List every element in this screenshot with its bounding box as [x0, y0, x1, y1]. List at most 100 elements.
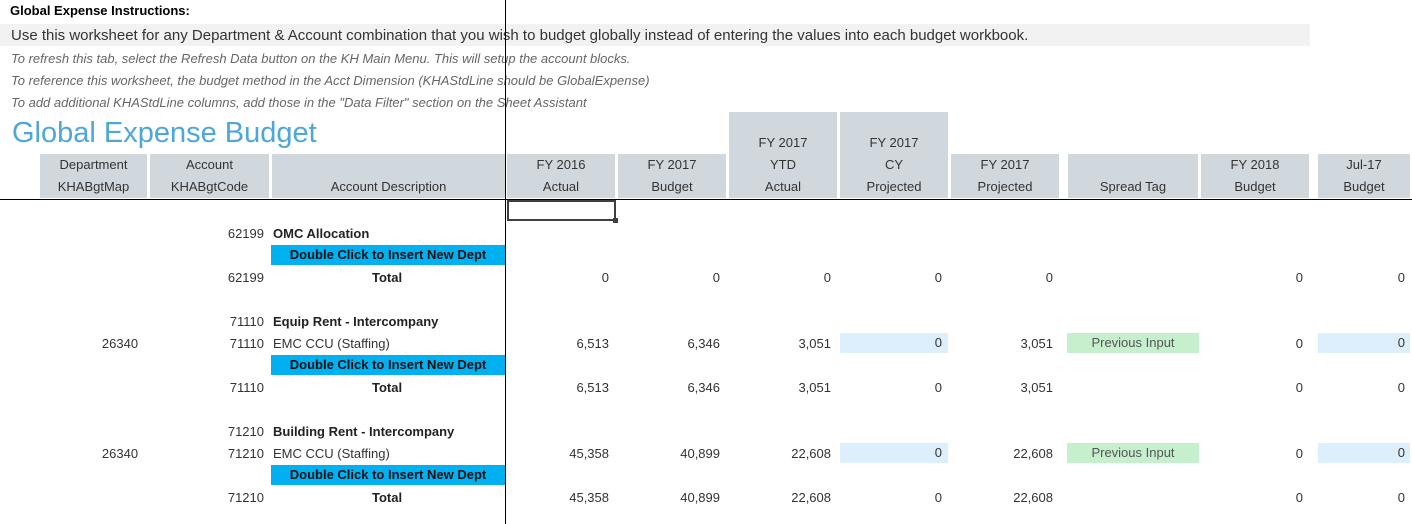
total-account-code[interactable]: 71210	[227, 490, 264, 505]
header-cy-line1: FY 2017	[869, 135, 919, 150]
fill-handle[interactable]	[613, 218, 618, 223]
block-account-name[interactable]: Equip Rent - Intercompany	[273, 314, 439, 329]
header-account-line1: Account	[186, 157, 233, 172]
total-fy2017-cy[interactable]: 0	[934, 490, 942, 505]
total-fy2017-projected[interactable]: 3,051	[1020, 380, 1053, 395]
header-ytd-line1: FY 2017	[758, 135, 808, 150]
header-fy2017-cy-projected[interactable]: FY 2017 CY Projected	[840, 112, 948, 198]
header-fy2018-line2: Budget	[1234, 179, 1276, 194]
detail-fy2017-budget[interactable]: 6,346	[687, 336, 720, 351]
header-department[interactable]: Department KHABgtMap	[40, 154, 147, 198]
detail-spread-tag[interactable]: Previous Input	[1067, 333, 1199, 353]
detail-fy2016-actual[interactable]: 6,513	[576, 336, 609, 351]
header-account-line2: KHABgtCode	[170, 179, 249, 194]
header-fy2016-line2: Actual	[542, 179, 580, 194]
block-account-code[interactable]: 71210	[227, 424, 264, 439]
detail-fy2017-ytd[interactable]: 22,608	[791, 446, 831, 461]
header-fy2017-budget-line1: FY 2017	[647, 157, 697, 172]
total-jul17-budget[interactable]: 0	[1397, 380, 1405, 395]
total-fy2017-budget[interactable]: 0	[712, 270, 720, 285]
detail-fy2017-budget[interactable]: 40,899	[680, 446, 720, 461]
header-description-line1	[272, 154, 505, 176]
header-fy2017-projected[interactable]: FY 2017 Projected	[951, 154, 1059, 198]
detail-description[interactable]: EMC CCU (Staffing)	[273, 336, 390, 351]
total-fy2017-budget[interactable]: 6,346	[687, 380, 720, 395]
total-fy2017-ytd[interactable]: 3,051	[798, 380, 831, 395]
total-fy2016-actual[interactable]: 6,513	[576, 380, 609, 395]
total-fy2017-ytd[interactable]: 0	[823, 270, 831, 285]
header-spread-tag[interactable]: Spread Tag	[1068, 154, 1198, 198]
detail-fy2016-actual[interactable]: 45,358	[569, 446, 609, 461]
detail-department[interactable]: 26340	[101, 446, 139, 461]
detail-fy2017-ytd[interactable]: 3,051	[798, 336, 831, 351]
insert-new-dept-button[interactable]: Double Click to Insert New Dept	[271, 245, 505, 265]
header-fy2017-ytd-actual[interactable]: FY 2017 YTD Actual	[729, 112, 837, 198]
header-spread-line1	[1068, 154, 1198, 176]
total-fy2017-ytd[interactable]: 22,608	[791, 490, 831, 505]
header-fy2018-budget[interactable]: FY 2018 Budget	[1201, 154, 1309, 198]
total-fy2016-actual[interactable]: 0	[601, 270, 609, 285]
detail-jul17-input[interactable]: 0	[1318, 333, 1410, 353]
active-cell-selection[interactable]	[507, 200, 618, 223]
header-ytd-line2: YTD	[770, 157, 796, 172]
header-account[interactable]: Account KHABgtCode	[150, 154, 269, 198]
instruction-line-refresh: To refresh this tab, select the Refresh …	[11, 51, 631, 66]
total-label[interactable]: Total	[372, 490, 403, 505]
total-fy2017-projected[interactable]: 0	[1045, 270, 1053, 285]
detail-account-code[interactable]: 71210	[227, 446, 264, 461]
header-jul17-line1: Jul-17	[1346, 157, 1382, 172]
block-account-code[interactable]: 62199	[227, 226, 264, 241]
header-fy2017-budget[interactable]: FY 2017 Budget	[618, 154, 726, 198]
header-fy2017-budget-line2: Budget	[651, 179, 693, 194]
header-spread-line2: Spread Tag	[1099, 179, 1167, 194]
total-fy2018-budget[interactable]: 0	[1295, 490, 1303, 505]
detail-fy2017-cy-input[interactable]: 0	[840, 333, 948, 353]
block-account-name[interactable]: OMC Allocation	[273, 226, 370, 241]
header-projected-line2: Projected	[977, 179, 1033, 194]
total-label[interactable]: Total	[372, 270, 403, 285]
instructions-main-row: Use this worksheet for any Department & …	[0, 24, 1310, 46]
total-fy2017-cy[interactable]: 0	[934, 270, 942, 285]
header-department-line2: KHABgtMap	[57, 179, 130, 194]
header-fy2016-actual[interactable]: FY 2016 Actual	[507, 154, 615, 198]
instruction-line-columns: To add additional KHAStdLine columns, ad…	[11, 95, 587, 110]
insert-new-dept-button[interactable]: Double Click to Insert New Dept	[271, 355, 505, 375]
detail-jul17-input[interactable]: 0	[1318, 443, 1410, 463]
header-jul17-line2: Budget	[1343, 179, 1385, 194]
header-ytd-line3: Actual	[764, 179, 802, 194]
total-fy2017-projected[interactable]: 22,608	[1013, 490, 1053, 505]
total-fy2017-cy[interactable]: 0	[934, 380, 942, 395]
detail-fy2017-cy-input[interactable]: 0	[840, 443, 948, 463]
header-jul17-budget[interactable]: Jul-17 Budget	[1318, 154, 1410, 198]
block-account-code[interactable]: 71110	[229, 314, 264, 329]
sheet-title: Global Expense Budget	[12, 117, 317, 149]
detail-fy2017-projected[interactable]: 22,608	[1013, 446, 1053, 461]
header-projected-line1: FY 2017	[980, 157, 1030, 172]
instructions-title: Global Expense Instructions:	[10, 3, 190, 18]
header-fy2016-line1: FY 2016	[536, 157, 586, 172]
detail-description[interactable]: EMC CCU (Staffing)	[273, 446, 390, 461]
total-account-code[interactable]: 71110	[229, 380, 264, 395]
header-bottom-border	[0, 199, 1412, 200]
total-fy2017-budget[interactable]: 40,899	[680, 490, 720, 505]
total-jul17-budget[interactable]: 0	[1397, 490, 1405, 505]
header-account-description[interactable]: Account Description	[272, 154, 505, 198]
insert-new-dept-button[interactable]: Double Click to Insert New Dept	[271, 465, 505, 485]
total-fy2018-budget[interactable]: 0	[1295, 270, 1303, 285]
total-label[interactable]: Total	[372, 380, 403, 395]
total-fy2016-actual[interactable]: 45,358	[569, 490, 609, 505]
detail-spread-tag[interactable]: Previous Input	[1067, 443, 1199, 463]
total-jul17-budget[interactable]: 0	[1397, 270, 1405, 285]
detail-fy2018-budget[interactable]: 0	[1295, 446, 1303, 461]
total-fy2018-budget[interactable]: 0	[1295, 380, 1303, 395]
detail-account-code[interactable]: 71110	[229, 336, 264, 351]
detail-fy2018-budget[interactable]: 0	[1295, 336, 1303, 351]
instructions-main-text: Use this worksheet for any Department & …	[11, 27, 1029, 44]
header-description-line2: Account Description	[330, 179, 447, 194]
detail-department[interactable]: 26340	[101, 336, 139, 351]
header-cy-line2: CY	[884, 157, 904, 172]
freeze-pane-divider[interactable]	[505, 0, 506, 524]
total-account-code[interactable]: 62199	[227, 270, 264, 285]
detail-fy2017-projected[interactable]: 3,051	[1020, 336, 1053, 351]
block-account-name[interactable]: Building Rent - Intercompany	[273, 424, 455, 439]
